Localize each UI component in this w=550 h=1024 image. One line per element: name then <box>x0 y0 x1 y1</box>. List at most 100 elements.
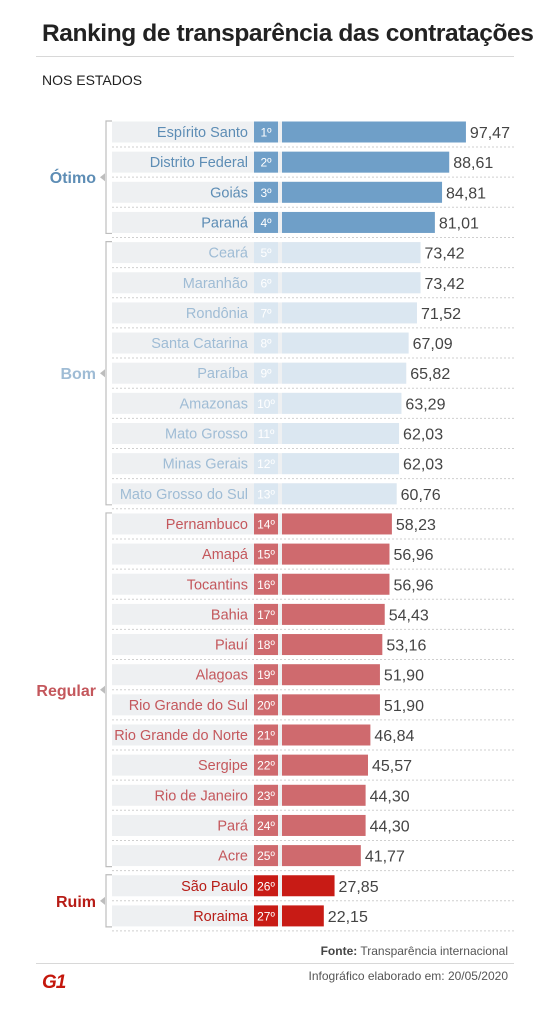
value-label: 41,77 <box>365 849 405 866</box>
ranking-chart: Espírito Santo 1º 97,47 Distrito Federal 2º 8… <box>36 120 514 932</box>
value-label: 60,76 <box>401 487 441 504</box>
footer-divider <box>36 963 514 964</box>
state-label: Sergipe <box>198 758 248 774</box>
rank-label: 20º <box>257 698 275 712</box>
rank-badge <box>254 121 278 143</box>
bracket-pointer <box>100 896 105 905</box>
value-label: 97,47 <box>470 125 510 142</box>
rank-badge <box>254 875 278 897</box>
rank-badge <box>254 242 278 264</box>
state-label: Paraíba <box>197 366 249 382</box>
value-label: 73,42 <box>425 246 465 263</box>
score-bar <box>282 332 409 354</box>
group-bracket <box>105 512 112 868</box>
rank-label: 10º <box>257 397 275 411</box>
rank-label: 1º <box>260 126 272 140</box>
source-line: Fonte: Transparência internacional <box>321 944 508 958</box>
score-bar <box>282 603 385 625</box>
group-label: Regular <box>36 683 96 700</box>
state-label: Alagoas <box>196 668 248 684</box>
value-label: 56,96 <box>393 577 433 594</box>
group-label: Ótimo <box>50 168 96 187</box>
value-label: 84,81 <box>446 185 486 202</box>
group-bracket <box>105 120 112 235</box>
state-label: Ceará <box>209 246 249 262</box>
value-label: 22,15 <box>328 909 368 926</box>
score-bar <box>282 905 324 927</box>
rank-label: 22º <box>257 759 275 773</box>
rank-label: 4º <box>260 216 272 230</box>
date-label: Infográfico elaborado em: <box>308 969 445 983</box>
value-label: 53,16 <box>386 638 426 655</box>
rank-label: 26º <box>257 879 275 893</box>
score-bar <box>282 664 380 686</box>
score-bar <box>282 694 380 716</box>
source-label: Fonte: <box>320 944 358 958</box>
value-label: 54,43 <box>389 607 429 624</box>
state-label: Paraná <box>201 215 249 231</box>
rank-label: 11º <box>258 427 275 441</box>
g1-logo[interactable]: G1 <box>42 972 66 993</box>
value-label: 81,01 <box>439 215 479 232</box>
title-divider <box>36 56 514 57</box>
group-label: Ruim <box>56 894 96 911</box>
rank-badge <box>254 362 278 384</box>
rank-label: 17º <box>257 608 275 622</box>
state-label: Mato Grosso do Sul <box>120 487 248 503</box>
rank-badge <box>254 573 278 595</box>
rank-badge <box>254 513 278 535</box>
value-label: 46,84 <box>374 728 414 745</box>
score-bar <box>282 784 366 806</box>
score-bar <box>282 483 397 505</box>
state-label: Minas Gerais <box>163 457 248 473</box>
rank-label: 25º <box>257 849 275 863</box>
rank-label: 23º <box>257 789 275 803</box>
rank-badge <box>254 905 278 927</box>
page-subtitle: NOS ESTADOS <box>42 72 143 88</box>
state-label: Distrito Federal <box>150 155 248 171</box>
score-bar <box>282 845 361 867</box>
value-label: 51,90 <box>384 668 424 685</box>
rank-badge <box>254 332 278 354</box>
value-label: 51,90 <box>384 698 424 715</box>
score-bar <box>282 634 383 656</box>
score-bar <box>282 423 400 444</box>
rank-label: 7º <box>260 306 272 320</box>
rank-badge <box>254 543 278 565</box>
rank-badge <box>254 211 278 233</box>
rank-label: 9º <box>260 367 272 381</box>
rank-label: 15º <box>257 548 275 562</box>
value-label: 71,52 <box>421 306 461 323</box>
value-label: 62,03 <box>403 457 443 474</box>
rank-badge <box>254 754 278 776</box>
score-bar <box>282 573 390 595</box>
score-bar <box>282 543 390 565</box>
state-label: Amapá <box>202 547 249 563</box>
rank-badge <box>254 814 278 836</box>
state-label: Mato Grosso <box>165 427 248 443</box>
score-bar <box>282 302 417 324</box>
value-label: 58,23 <box>396 517 436 534</box>
rank-label: 14º <box>257 517 275 531</box>
rank-label: 12º <box>257 457 275 471</box>
rank-label: 18º <box>257 638 275 652</box>
bracket-pointer <box>100 173 105 182</box>
rank-badge <box>254 483 278 505</box>
row-band <box>112 875 335 897</box>
rank-badge <box>254 664 278 686</box>
value-label: 88,61 <box>453 155 493 172</box>
state-label: Rondônia <box>186 306 249 322</box>
rank-badge <box>254 845 278 867</box>
rank-label: 24º <box>257 819 275 833</box>
value-label: 65,82 <box>410 366 450 383</box>
rank-label: 21º <box>257 729 275 743</box>
value-label: 27,85 <box>339 879 379 896</box>
score-bar <box>282 724 371 746</box>
score-bar <box>282 453 400 475</box>
state-label: Roraima <box>193 909 249 925</box>
rank-badge <box>254 423 278 444</box>
state-label: Santa Catarina <box>151 336 249 352</box>
state-label: Pará <box>217 818 249 834</box>
score-bar <box>282 754 368 776</box>
value-label: 45,57 <box>372 758 412 775</box>
